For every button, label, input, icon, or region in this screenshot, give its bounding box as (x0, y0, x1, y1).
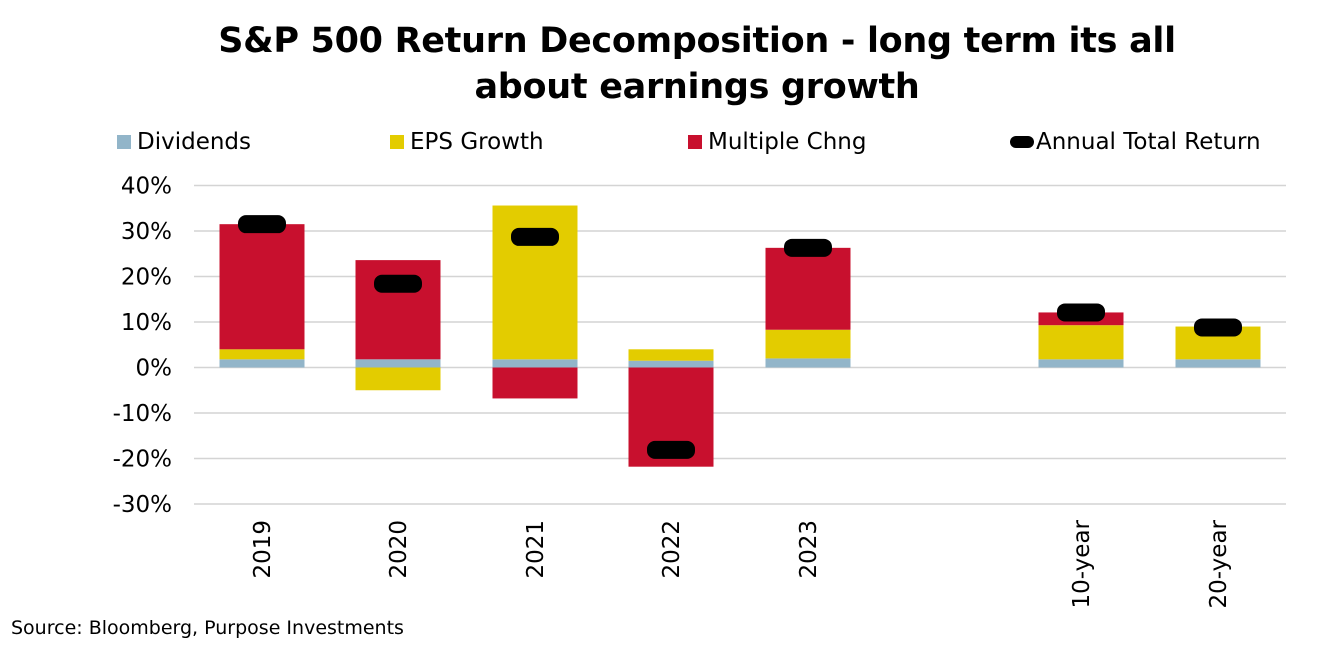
legend-item-multiple-chng: Multiple Chng (688, 126, 866, 158)
chart-title-line-2: about earnings growth (474, 67, 920, 107)
bar-eps-growth (355, 367, 441, 391)
x-tick-label: 2019 (250, 520, 276, 579)
bar-multiple-chng (765, 247, 851, 330)
legend-item-dividends: Dividends (117, 126, 251, 158)
x-tick-label: 2022 (659, 520, 685, 579)
y-tick-label: -30% (113, 492, 172, 518)
y-tick-label: 40% (121, 174, 172, 200)
bar-multiple-chng (219, 224, 305, 350)
bar-dividends (628, 360, 714, 368)
total-return-marker (238, 215, 286, 234)
x-tick-label: 2020 (386, 520, 412, 579)
total-return-marker (647, 440, 695, 459)
y-tick-label: 10% (121, 310, 172, 336)
total-return-marker (374, 274, 422, 293)
legend-swatch-annual-total-return (1010, 136, 1034, 148)
total-return-marker (1057, 303, 1105, 322)
y-tick-label: -10% (113, 401, 172, 427)
total-return-marker (784, 238, 832, 257)
bar-dividends (219, 359, 305, 368)
total-return-marker (1194, 318, 1242, 337)
x-tick-label: 2023 (796, 520, 822, 579)
bar-eps-growth (628, 349, 714, 361)
legend-item-annual-total-return: Annual Total Return (1010, 126, 1261, 158)
x-tick-label: 10-year (1069, 519, 1095, 608)
bar-dividends (1175, 359, 1261, 368)
y-tick-label: 30% (121, 219, 172, 245)
legend-label-multiple-chng: Multiple Chng (708, 129, 867, 155)
source-note: Source: Bloomberg, Purpose Investments (11, 617, 404, 639)
legend-swatch-eps-growth (390, 135, 404, 149)
legend-swatch-dividends (117, 135, 131, 149)
legend-label-annual-total-return: Annual Total Return (1036, 129, 1261, 155)
bar-dividends (355, 359, 441, 368)
legend-label-dividends: Dividends (137, 129, 252, 155)
legend-label-eps-growth: EPS Growth (410, 129, 544, 155)
x-tick-label: 20-year (1206, 519, 1232, 608)
bar-dividends (765, 358, 851, 368)
bar-dividends (1038, 359, 1124, 368)
chart-title: S&P 500 Return Decomposition - long term… (0, 18, 1344, 110)
bar-eps-growth (219, 349, 305, 360)
bar-multiple-chng (492, 367, 578, 399)
y-tick-label: -20% (113, 447, 172, 473)
legend-swatch-multiple-chng (688, 135, 702, 149)
legend-item-eps-growth: EPS Growth (390, 126, 544, 158)
x-tick-label: 2021 (523, 520, 549, 579)
total-return-marker (511, 227, 559, 246)
y-tick-label: 20% (121, 265, 172, 291)
y-tick-label: 0% (136, 356, 173, 382)
bar-eps-growth (765, 329, 851, 359)
bar-eps-growth (1038, 325, 1124, 360)
chart-title-line-1: S&P 500 Return Decomposition - long term… (218, 21, 1176, 61)
bar-dividends (492, 359, 578, 368)
